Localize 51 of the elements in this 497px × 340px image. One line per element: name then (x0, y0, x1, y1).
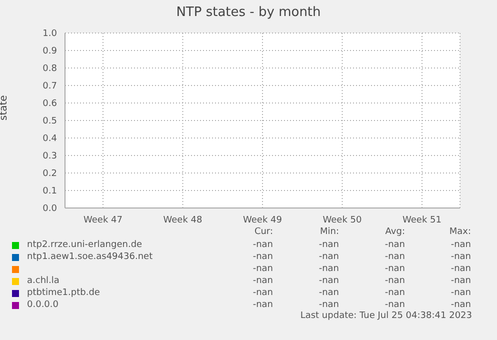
y-tick-label: 0.2 (42, 169, 57, 180)
y-tick-label: 0.6 (42, 99, 58, 110)
y-tick-label: 0.4 (42, 134, 58, 144)
x-tick-label: Week 48 (163, 215, 202, 226)
text: -nan (450, 240, 471, 250)
text: -nan (450, 276, 471, 286)
text: -nan (318, 288, 339, 298)
text: -nan (318, 300, 339, 310)
text: Max: (448, 227, 471, 239)
text: -nan (384, 276, 405, 286)
text: -nan (384, 240, 405, 250)
text: -nan (318, 252, 339, 262)
y-tick-label: 0.8 (42, 64, 58, 74)
x-tick-label: Week 49 (243, 215, 282, 226)
text: -nan (450, 252, 471, 262)
legend-label: a.chl.la (27, 276, 60, 286)
y-tick-label: 0.9 (42, 46, 58, 57)
x-tick-label: Week 51 (402, 215, 442, 226)
x-tick-label: Week 50 (322, 215, 362, 226)
chart-title: NTP states - by month (175, 5, 322, 20)
y-tick-label: 0.0 (42, 204, 58, 214)
text: -nan (450, 264, 471, 274)
text: -nan (384, 288, 405, 298)
text: -nan (252, 252, 273, 262)
legend-label: 0.0.0.0 (27, 300, 58, 310)
text: -nan (318, 276, 339, 286)
text: -nan (318, 240, 339, 250)
text: -nan (252, 288, 273, 298)
text: -nan (252, 300, 273, 310)
y-tick-label: 1.0 (42, 29, 58, 40)
text: Min: (318, 227, 339, 239)
text: -nan (318, 264, 339, 274)
y-tick-label: 0.3 (42, 152, 57, 162)
text: Avg: (384, 227, 405, 239)
text: -nan (252, 264, 273, 274)
legend-label: ntp1.aew1.soe.as49436.net (27, 252, 153, 262)
y-tick-label: 0.7 (42, 82, 57, 92)
legend-label: ntp2.rrze.uni-erlangen.de (27, 240, 142, 250)
y-tick-label: 0.5 (42, 116, 57, 127)
text: Last update: Tue Jul 25 04:38:41 2023 (299, 311, 472, 321)
legend-label: ptbtime1.ptb.de (27, 288, 100, 298)
text: Cur: (253, 227, 273, 239)
text: -nan (252, 276, 273, 286)
text: -nan (384, 252, 405, 262)
text: -nan (384, 300, 405, 310)
text: -nan (252, 240, 273, 250)
text: -nan (450, 288, 471, 298)
y-tick-label: 0.1 (42, 186, 57, 197)
text: -nan (450, 300, 471, 310)
x-tick-label: Week 47 (84, 215, 122, 226)
text: -nan (384, 264, 405, 274)
